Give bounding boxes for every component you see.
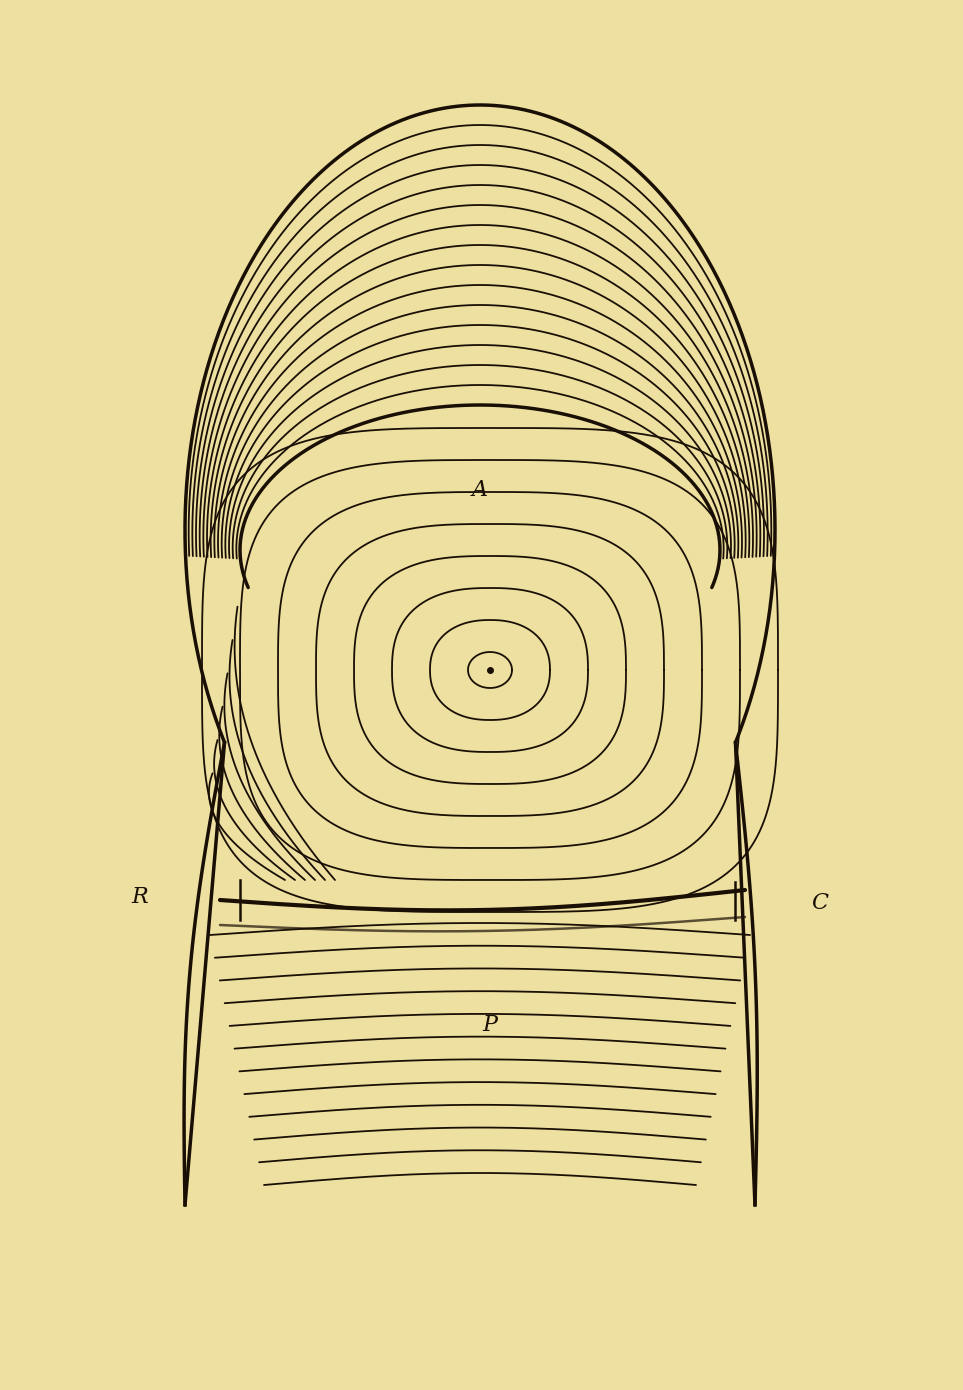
- Text: P: P: [482, 1013, 498, 1036]
- Text: C: C: [812, 892, 828, 915]
- Text: R: R: [132, 885, 148, 908]
- Text: A: A: [472, 480, 488, 500]
